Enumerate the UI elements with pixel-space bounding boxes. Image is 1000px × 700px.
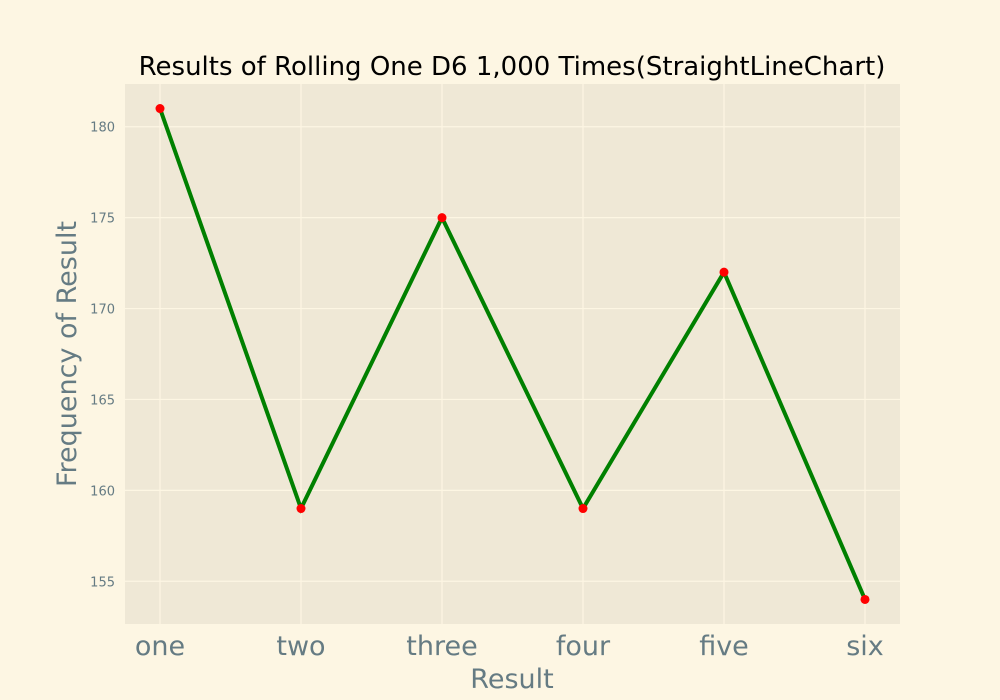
y-tick-label: 160 — [90, 484, 115, 499]
y-tick-label: 165 — [90, 393, 115, 408]
series-markers — [155, 104, 870, 604]
data-point-one — [155, 104, 165, 114]
y-tick-label: 155 — [90, 575, 115, 590]
plot-area — [125, 84, 900, 624]
x-tick-label: one — [135, 631, 185, 662]
x-tick-label: two — [276, 631, 325, 662]
data-point-two — [296, 504, 306, 514]
y-tick-label: 175 — [90, 212, 115, 227]
data-point-three — [437, 213, 447, 223]
x-axis-label: Result — [470, 664, 553, 695]
data-point-five — [719, 267, 729, 277]
series-line — [158, 107, 867, 601]
y-axis-ticks: 155 160 165 170 175 180 — [90, 121, 115, 591]
x-axis-ticks: one two three four five six — [135, 631, 884, 662]
chart-title: Results of Rolling One D6 1,000 Times(St… — [139, 52, 886, 82]
y-tick-label: 170 — [90, 303, 115, 318]
data-point-four — [578, 504, 588, 514]
grid-lines — [125, 84, 900, 624]
x-tick-label: three — [406, 631, 477, 662]
y-axis-label: Frequency of Result — [52, 221, 83, 487]
series-line-group — [158, 107, 867, 601]
x-tick-label: six — [846, 631, 884, 662]
y-tick-label: 180 — [90, 121, 115, 136]
data-point-six — [860, 594, 870, 604]
x-tick-label: five — [699, 631, 749, 662]
x-tick-label: four — [556, 631, 611, 662]
